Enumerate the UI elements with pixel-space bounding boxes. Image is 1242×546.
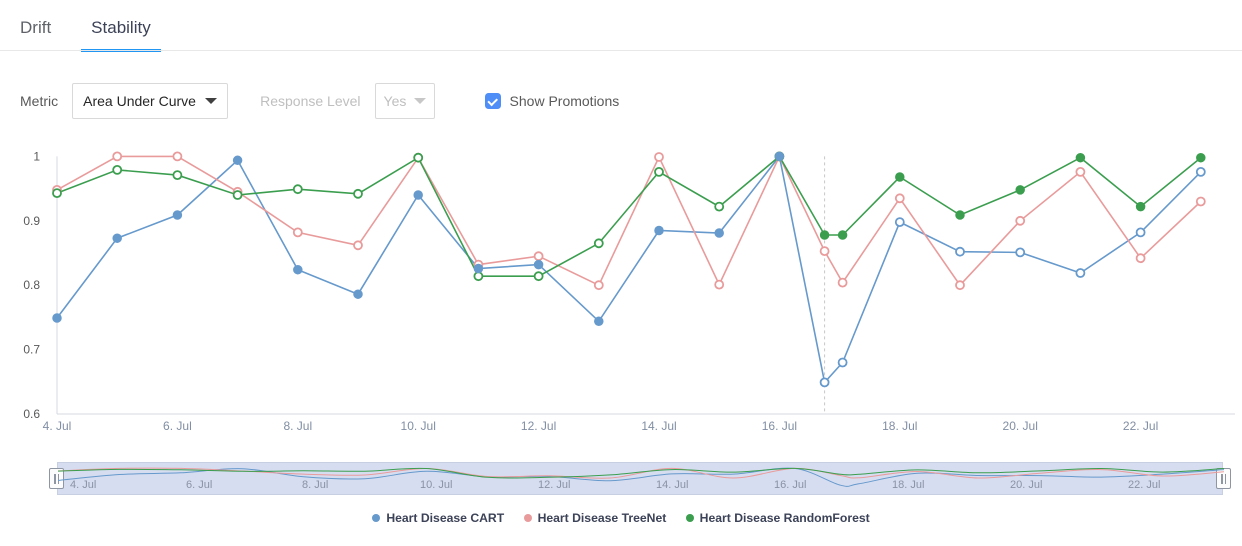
svg-text:10. Jul: 10. Jul [401, 419, 436, 430]
svg-text:0.7: 0.7 [23, 343, 40, 357]
svg-text:8. Jul: 8. Jul [283, 419, 312, 430]
svg-text:0.8: 0.8 [23, 278, 40, 292]
svg-text:14. Jul: 14. Jul [641, 419, 676, 430]
svg-text:16. Jul: 16. Jul [762, 419, 797, 430]
svg-text:6. Jul: 6. Jul [163, 419, 192, 430]
svg-text:0.6: 0.6 [23, 407, 40, 421]
svg-text:22. Jul: 22. Jul [1123, 419, 1158, 430]
svg-text:12. Jul: 12. Jul [521, 419, 556, 430]
svg-text:18. Jul: 18. Jul [882, 419, 917, 430]
svg-text:20. Jul: 20. Jul [1003, 419, 1038, 430]
svg-text:1: 1 [33, 149, 40, 163]
svg-text:4. Jul: 4. Jul [43, 419, 72, 430]
svg-text:0.9: 0.9 [23, 214, 40, 228]
